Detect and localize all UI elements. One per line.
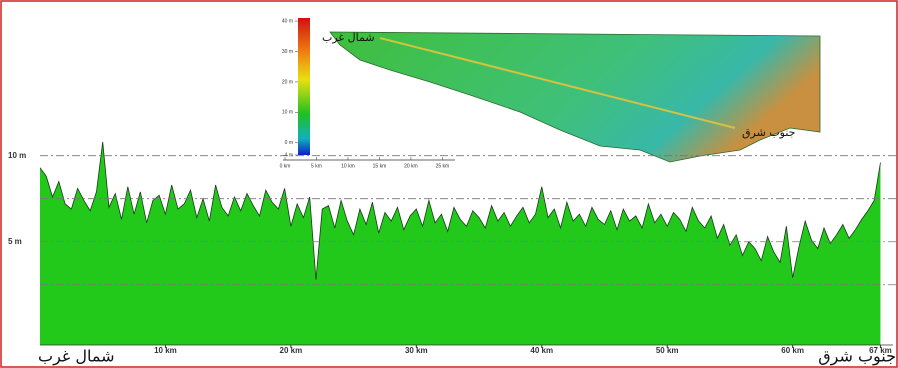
x-tick-label: 30 km (405, 346, 428, 355)
x-tick-label: 67 km (869, 346, 892, 355)
colorbar-tick-label: 0 m (285, 140, 293, 146)
scale-tick-label: 5 km (311, 163, 322, 169)
scale-tick-label: 20 km (404, 163, 418, 169)
x-tick-label: 20 km (280, 346, 303, 355)
x-tick-label: 10 km (154, 346, 177, 355)
start-label: شمال غرب (38, 347, 115, 367)
chart: شمال غرب جنوب شرق 40 m30 m20 m10 m0 m-4 … (0, 0, 898, 368)
scale-tick-label: 15 km (373, 163, 387, 169)
inset-map: شمال غرب جنوب شرق 40 m30 m20 m10 m0 m-4 … (272, 12, 820, 172)
area-fill (40, 142, 880, 345)
x-tick-label: 50 km (656, 346, 679, 355)
colorbar (298, 18, 310, 155)
x-tick-label: 60 km (781, 346, 804, 355)
scale-tick-label: 25 km (436, 163, 450, 169)
scale-tick-label: 0 km (280, 163, 291, 169)
colorbar-tick-label: 10 m (282, 110, 293, 116)
colorbar-tick-label: 30 m (282, 49, 293, 55)
colorbar-tick-label: 40 m (282, 18, 293, 24)
scale-tick-label: 10 km (341, 163, 355, 169)
inset-end-label: جنوب شرق (742, 126, 795, 139)
y-tick-label: 10 m (8, 151, 26, 160)
y-tick-label: 5 m (8, 237, 22, 246)
x-tick-label: 40 km (530, 346, 553, 355)
plot-area (40, 142, 880, 345)
inset-start-label: شمال غرب (322, 31, 375, 44)
colorbar-tick-label: 20 m (282, 79, 293, 85)
